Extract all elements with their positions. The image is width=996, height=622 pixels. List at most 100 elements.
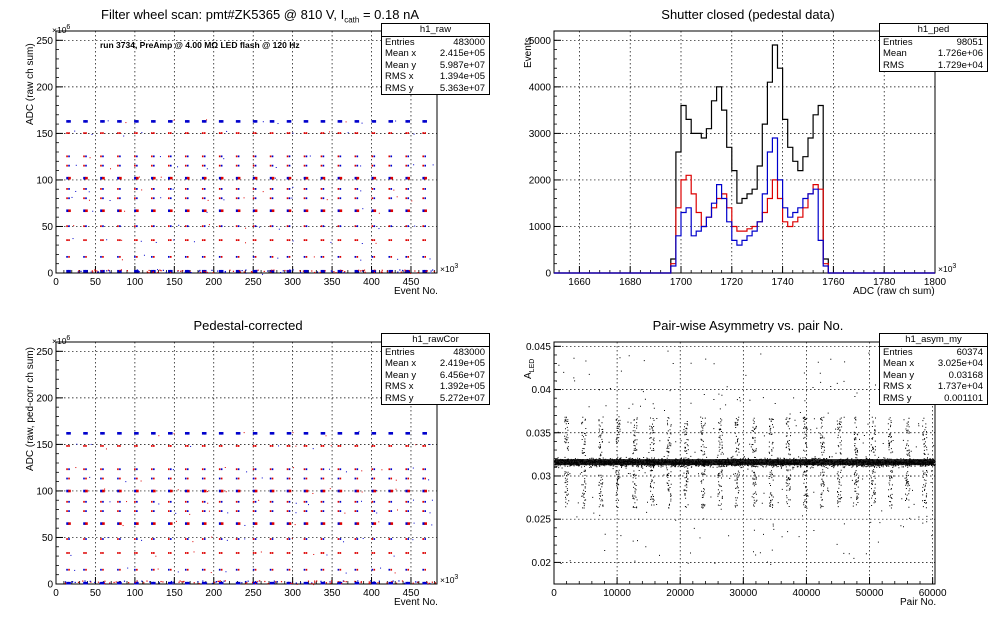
data-band-core (555, 459, 934, 466)
data-point (422, 225, 425, 228)
data-point (305, 510, 308, 512)
data-point (143, 254, 145, 256)
data-point (339, 164, 342, 167)
data-point (85, 164, 87, 167)
data-point (237, 522, 241, 525)
data-point (184, 477, 187, 480)
data-point (316, 271, 319, 273)
y-tick-label: 2000 (529, 175, 552, 186)
data-point (254, 522, 258, 525)
data-point (219, 580, 221, 582)
data-point (271, 188, 274, 190)
x-tick-label: 1680 (619, 277, 642, 288)
data-point (100, 445, 102, 447)
data-point (405, 581, 409, 585)
x-tick-label: 350 (324, 277, 341, 288)
data-point (337, 489, 341, 493)
data-point (354, 239, 357, 242)
data-point (153, 269, 156, 273)
data-point (153, 225, 155, 228)
data-point (390, 120, 394, 123)
data-point (417, 272, 419, 274)
data-point (305, 500, 308, 503)
data-point (159, 156, 161, 158)
data-point (153, 489, 156, 493)
data-point (220, 552, 223, 554)
data-point (90, 443, 92, 445)
data-point (339, 432, 343, 435)
panel-title: Pair-wise Asymmetry vs. pair No. (652, 318, 844, 333)
data-point (136, 510, 138, 512)
data-point (343, 541, 345, 543)
data-point (140, 240, 142, 242)
data-point (237, 445, 240, 447)
data-point (337, 176, 341, 180)
data-point (388, 468, 391, 471)
data-point (305, 155, 308, 158)
data-point (295, 445, 297, 447)
data-point (115, 581, 117, 583)
data-point (201, 468, 204, 471)
data-point (339, 510, 342, 512)
data-point (390, 164, 393, 167)
data-point (119, 176, 122, 180)
data-point (320, 445, 323, 447)
data-point (100, 155, 102, 158)
data-point (203, 197, 206, 200)
x-axis-label: Event No. (394, 597, 438, 608)
x-tick-label: 1740 (771, 277, 794, 288)
data-point (201, 176, 205, 180)
data-point (241, 269, 243, 272)
data-point (68, 132, 70, 134)
data-point (217, 580, 219, 582)
data-point (288, 489, 292, 493)
data-point (153, 552, 155, 554)
data-point (433, 270, 435, 273)
x-tick-label: 1760 (822, 277, 845, 288)
data-point (322, 477, 325, 480)
data-point (354, 225, 357, 228)
data-point (100, 225, 102, 228)
data-point (109, 271, 111, 273)
data-point (203, 120, 207, 123)
y-tick-label: 3000 (529, 129, 552, 140)
data-point (66, 164, 68, 167)
data-point (269, 209, 273, 213)
data-point (68, 500, 70, 503)
data-point (305, 209, 309, 213)
data-point (254, 568, 257, 571)
panel-title: Shutter closed (pedestal data) (661, 7, 835, 22)
x-tick-label: 60000 (919, 588, 947, 599)
data-point (320, 188, 323, 190)
data-point (158, 582, 161, 584)
data-point (83, 489, 86, 493)
data-point (329, 581, 331, 583)
data-point (134, 468, 136, 471)
data-point (169, 522, 173, 525)
data-point (136, 552, 138, 554)
stats-box: h1_rawCor Entries 483000 Mean x 2.419e+05 … (381, 333, 490, 405)
data-point (168, 568, 170, 571)
data-point (151, 164, 153, 167)
data-point (184, 468, 187, 471)
data-point (201, 164, 204, 167)
data-point (320, 500, 323, 503)
data-point (220, 500, 223, 503)
data-point (218, 239, 221, 242)
stats-row: Entries 98051 (883, 36, 983, 48)
data-point (319, 271, 321, 274)
data-point (201, 500, 204, 503)
data-point (388, 568, 391, 571)
data-point (217, 270, 219, 272)
data-point (305, 269, 309, 273)
data-point (356, 164, 359, 167)
data-point (258, 499, 260, 501)
data-point (184, 188, 187, 190)
data-point (218, 489, 222, 493)
plot-canvas: 1660 1680 1700 1720 1740 1760 1780 180001000200… (529, 30, 947, 288)
data-point (292, 186, 294, 188)
data-point (422, 239, 425, 242)
data-point (218, 132, 221, 134)
data-point (83, 269, 86, 273)
data-point (186, 188, 189, 190)
